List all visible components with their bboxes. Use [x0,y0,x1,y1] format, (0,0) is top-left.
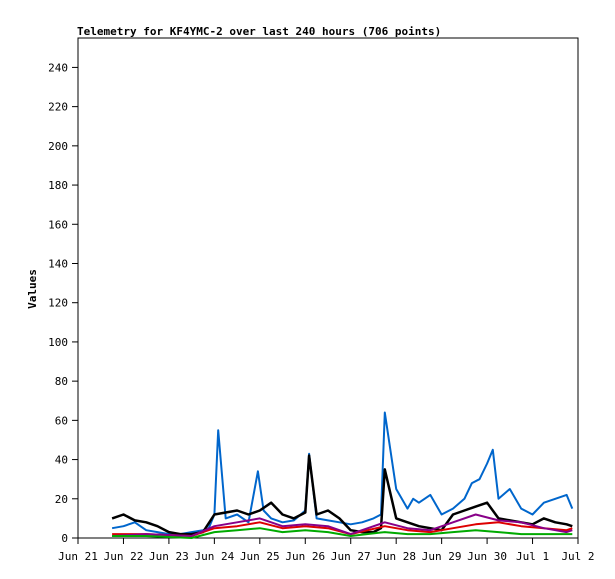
x-tick-label: Jun 30 [467,550,507,563]
chart-title: Telemetry for KF4YMC-2 over last 240 hou… [77,25,441,38]
y-tick-label: 200 [48,140,68,153]
y-tick-label: 40 [55,454,68,467]
y-tick-label: 20 [55,493,68,506]
plot-frame [77,37,579,539]
y-axis: 0 20 40 60 80 100 120 140 160 180 200 220 240 [48,61,78,545]
y-tick-label: 120 [48,297,68,310]
y-tick-label: 140 [48,257,68,270]
x-tick-label: Jun 29 [422,550,462,563]
x-tick-label: Jun 28 [376,550,416,563]
series-line-purple [112,513,573,537]
y-tick-label: 220 [48,101,68,114]
y-tick-label: 180 [48,179,68,192]
x-tick-label: Jun 23 [149,550,189,563]
y-tick-label: 80 [55,375,68,388]
series-line-black [111,454,573,536]
series-line-blue [111,411,574,536]
x-axis: Jun 21 Jun 22 Jun 23 Jun 24 Jun 25 Jun 26 Jun … [58,538,595,563]
x-tick-label: Jul 2 [561,550,594,563]
y-tick-label: 100 [48,336,68,349]
y-tick-label: 60 [55,414,68,427]
x-tick-label: Jul 1 [516,550,549,563]
x-tick-label: Jun 26 [285,550,325,563]
series-line-red [112,521,573,537]
y-tick-label: 0 [61,532,68,545]
y-axis-label: Values [26,269,39,309]
series-layer [111,411,574,539]
series-line-green [112,527,573,539]
x-tick-label: Jun 24 [194,550,234,563]
x-tick-label: Jun 27 [331,550,371,563]
x-tick-label: Jun 25 [240,550,280,563]
y-tick-label: 240 [48,61,68,74]
x-tick-label: Jun 21 [58,550,98,563]
y-tick-label: 160 [48,218,68,231]
x-tick-label: Jun 22 [104,550,144,563]
